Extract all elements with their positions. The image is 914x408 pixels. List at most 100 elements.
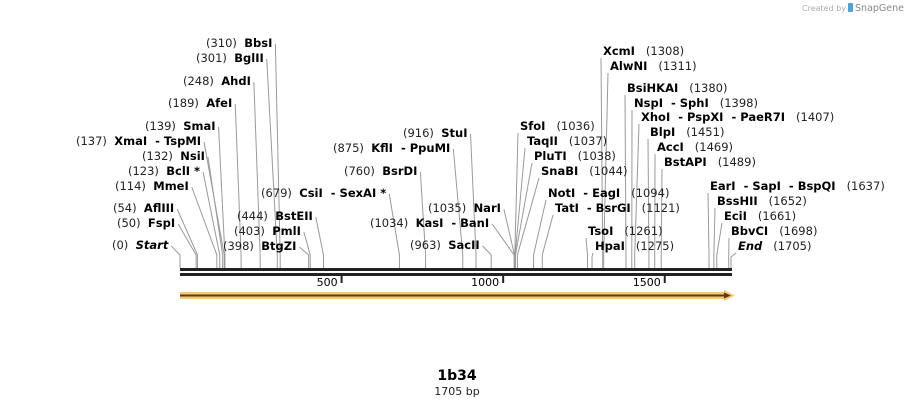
enzyme-site-label[interactable]: (963) SacII	[410, 238, 480, 252]
site-position: (760)	[344, 164, 375, 178]
enzyme-site-label[interactable]: SnaBI (1044)	[541, 164, 628, 178]
enzyme-name: AhdI	[221, 74, 251, 88]
site-position: (1661)	[757, 209, 797, 223]
enzyme-site-label[interactable]: SfoI (1036)	[520, 119, 595, 133]
site-position: (137)	[76, 134, 107, 148]
site-position: (679)	[261, 186, 292, 200]
enzyme-site-label[interactable]: XhoI - PspXI - PaeR7I (1407)	[641, 110, 834, 124]
enzyme-site-label[interactable]: (398) BtgZI	[223, 239, 296, 253]
enzyme-site-label[interactable]: (248) AhdI	[183, 74, 251, 88]
site-position: (1407)	[796, 110, 835, 124]
site-position: (398)	[223, 239, 254, 253]
enzyme-name: BtgZI	[261, 239, 297, 253]
site-position: (1398)	[719, 96, 758, 110]
site-position: (1698)	[779, 224, 818, 238]
site-position: (1121)	[641, 201, 680, 215]
sequence-backbone-bottom	[180, 273, 732, 276]
site-position: (1037)	[568, 134, 608, 148]
enzyme-site-label[interactable]: (1035) NarI	[428, 201, 501, 215]
enzyme-name: PluTI	[534, 149, 567, 163]
enzyme-name: AlwNI	[610, 59, 648, 73]
enzyme-name: SacII	[448, 238, 480, 252]
enzyme-name: PmlI	[272, 224, 301, 238]
enzyme-name: StuI	[441, 126, 468, 140]
enzyme-site-label[interactable]: AccI (1469)	[657, 140, 733, 154]
ruler-tick-label: 500	[316, 276, 338, 289]
enzyme-name: XmaI - TspMI	[114, 134, 202, 148]
enzyme-name: MmeI	[153, 179, 189, 193]
enzyme-site-label[interactable]: TaqII (1037)	[527, 134, 607, 148]
enzyme-site-label[interactable]: (123) BclI *	[128, 164, 200, 178]
site-position: (1034)	[370, 216, 409, 230]
site-position: (248)	[183, 74, 214, 88]
enzyme-site-label[interactable]: PluTI (1038)	[534, 149, 616, 163]
enzyme-site-label[interactable]: (444) BstEII	[237, 209, 313, 223]
site-position: (50)	[117, 216, 141, 230]
site-position: (1261)	[624, 224, 663, 238]
site-position: (403)	[234, 224, 265, 238]
enzyme-site-label[interactable]: (875) KflI - PpuMI	[333, 141, 450, 155]
enzyme-site-label[interactable]: XcmI (1308)	[603, 44, 684, 58]
enzyme-site-label[interactable]: (760) BsrDI	[344, 164, 417, 178]
enzyme-site-label[interactable]: NspI - SphI (1398)	[634, 96, 758, 110]
site-position: (1035)	[428, 201, 467, 215]
site-position: (916)	[403, 126, 434, 140]
site-position: (1308)	[645, 44, 685, 58]
enzyme-site-label[interactable]: NotI - EagI (1094)	[548, 186, 669, 200]
enzyme-site-label[interactable]: (54) AflIII	[113, 201, 174, 215]
enzyme-name: BglII	[234, 51, 264, 65]
enzyme-site-label[interactable]: (50) FspI	[117, 216, 175, 230]
sequence-length: 1705 bp	[434, 385, 480, 398]
enzyme-site-label[interactable]: (679) CsiI - SexAI *	[261, 186, 386, 200]
site-position: (123)	[128, 164, 159, 178]
enzyme-site-label[interactable]: (137) XmaI - TspMI	[76, 134, 201, 148]
enzyme-name: BclI *	[166, 164, 201, 178]
enzyme-site-label[interactable]: (189) AfeI	[168, 96, 232, 110]
enzyme-name: XhoI - PspXI - PaeR7I	[641, 110, 786, 124]
enzyme-name: BssHII	[717, 194, 758, 208]
enzyme-site-label[interactable]: (916) StuI	[403, 126, 468, 140]
enzyme-site-label[interactable]: (0) Start	[112, 238, 168, 252]
ruler-tick	[663, 276, 666, 283]
enzyme-site-label[interactable]: BstAPI (1489)	[664, 155, 756, 169]
enzyme-site-label[interactable]: BsiHKAI (1380)	[627, 81, 728, 95]
enzyme-name: NspI - SphI	[634, 96, 709, 110]
enzyme-site-label[interactable]: (114) MmeI	[115, 179, 189, 193]
enzyme-site-label[interactable]: (1034) KasI - BanI	[370, 216, 489, 230]
feature-arrow[interactable]	[180, 290, 735, 301]
site-position: (114)	[115, 179, 146, 193]
snapgene-logo-icon	[848, 3, 854, 12]
enzyme-site-label[interactable]: (403) PmlI	[234, 224, 301, 238]
ruler-tick-label: 1000	[471, 276, 500, 289]
enzyme-name: AflIII	[143, 201, 175, 215]
enzyme-name: NotI - EagI	[548, 186, 621, 200]
site-position: (1380)	[689, 81, 728, 95]
enzyme-name: SmaI	[183, 119, 216, 133]
site-position: (1038)	[577, 149, 616, 163]
enzyme-site-label[interactable]: (301) BglII	[196, 51, 264, 65]
enzyme-name: KasI - BanI	[415, 216, 490, 230]
enzyme-site-label[interactable]: EarI - SapI - BspQI (1637)	[710, 179, 885, 193]
enzyme-site-label[interactable]: (132) NsiI	[142, 149, 205, 163]
enzyme-site-label[interactable]: (310) BbsI	[206, 36, 272, 50]
enzyme-site-label[interactable]: AlwNI (1311)	[610, 59, 697, 73]
enzyme-site-label[interactable]: (139) SmaI	[145, 119, 216, 133]
enzyme-site-label[interactable]: End (1705)	[738, 239, 812, 253]
site-position: (132)	[142, 149, 173, 163]
enzyme-site-label[interactable]: TsoI (1261)	[588, 224, 663, 238]
enzyme-name: HpaI	[595, 239, 625, 253]
enzyme-site-label[interactable]: HpaI (1275)	[595, 239, 674, 253]
enzyme-name: BstEII	[275, 209, 313, 223]
enzyme-site-label[interactable]: BlpI (1451)	[650, 125, 724, 139]
enzyme-name: End	[738, 239, 763, 253]
site-position: (301)	[196, 51, 227, 65]
sequence-name: 1b34	[437, 368, 477, 384]
enzyme-site-label[interactable]: TatI - BsrGI (1121)	[555, 201, 680, 215]
enzyme-name: Start	[135, 238, 169, 252]
enzyme-site-label[interactable]: EciI (1661)	[724, 209, 796, 223]
enzyme-site-label[interactable]: BbvCI (1698)	[731, 224, 817, 238]
site-position: (1652)	[768, 194, 807, 208]
enzyme-site-label[interactable]: BssHII (1652)	[717, 194, 807, 208]
enzyme-name: EarI - SapI - BspQI	[710, 179, 836, 193]
